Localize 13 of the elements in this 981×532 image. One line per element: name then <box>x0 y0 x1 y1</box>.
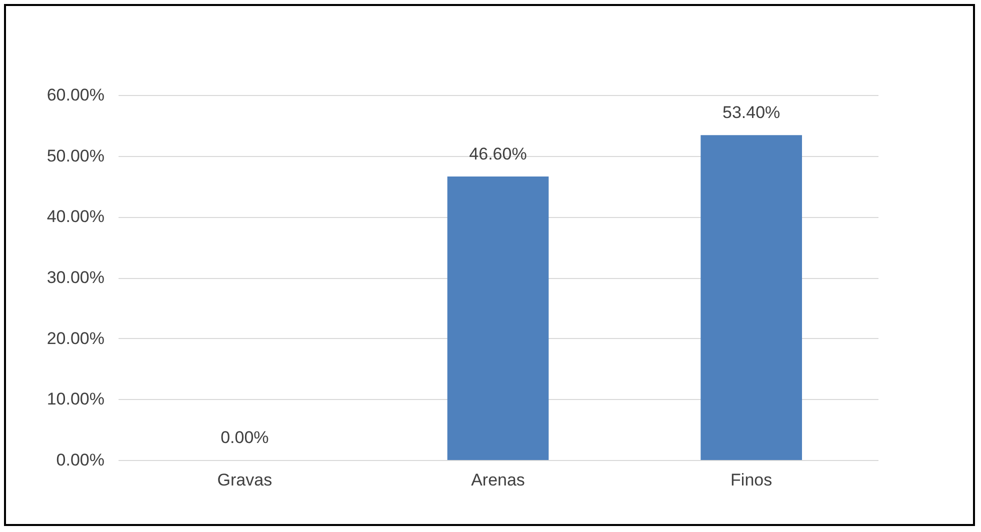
x-tick-label: Gravas <box>217 470 272 490</box>
y-tick-label: 0.00% <box>56 450 104 470</box>
data-label: 46.60% <box>469 144 527 164</box>
y-tick-label: 60.00% <box>46 86 104 104</box>
y-tick-label: 30.00% <box>46 268 104 287</box>
data-label: 53.40% <box>722 103 780 122</box>
x-tick-label: Finos <box>730 470 772 490</box>
y-tick-label: 20.00% <box>46 328 104 348</box>
y-tick-label: 50.00% <box>46 146 104 166</box>
y-tick-label: 40.00% <box>46 207 104 226</box>
y-tick-label: 10.00% <box>46 390 104 409</box>
data-label: 0.00% <box>220 428 269 447</box>
x-tick-label: Arenas <box>471 470 525 490</box>
